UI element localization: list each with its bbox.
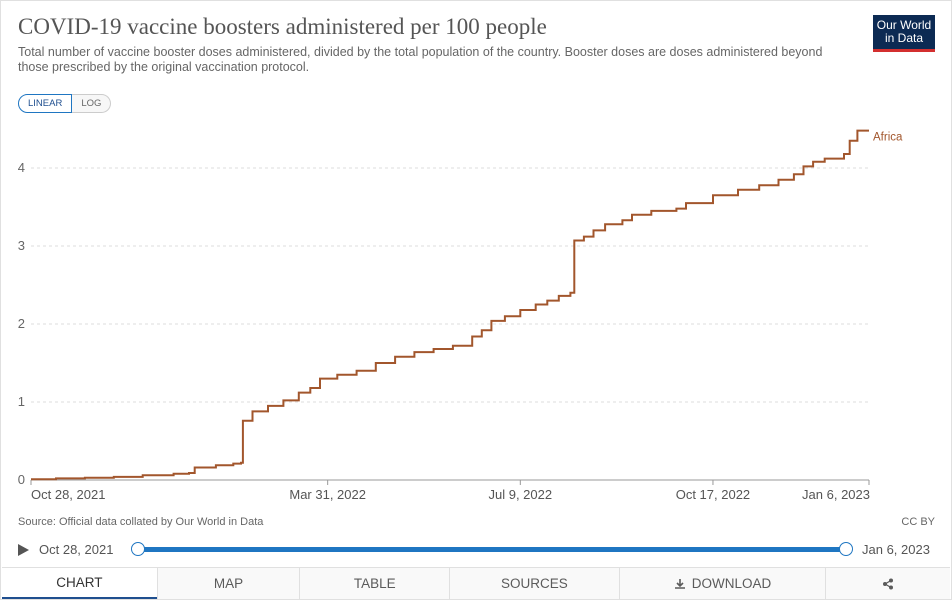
x-tick-label: Oct 28, 2021 [31,487,105,502]
timeline-track[interactable] [138,547,846,552]
tab-download[interactable]: DOWNLOAD [618,568,826,599]
logo-line2: in Data [884,31,924,45]
x-tick-label: Jan 6, 2023 [802,487,870,502]
y-axis-ticks: 0 1 2 3 4 [18,160,25,487]
grid-lines [31,167,869,403]
timeline-end-label: Jan 6, 2023 [862,542,930,557]
y-tick-label: 3 [18,238,25,253]
share-button[interactable] [825,568,950,599]
logo-line1: Our World [876,18,932,32]
tab-map-label: MAP [213,576,244,591]
series-line-africa [31,129,869,481]
play-icon[interactable] [18,544,29,556]
x-tick-label: Mar 31, 2022 [289,487,366,502]
y-tick-label: 2 [18,316,25,331]
line-chart: 0 1 2 3 4 Oct 28, 2021 Mar 31, 2022 Jul 9, 202… [18,129,903,502]
share-icon [883,578,894,589]
tab-sources[interactable]: SOURCES [449,568,619,599]
owid-logo[interactable]: Our World in Data [873,15,935,52]
tab-chart[interactable]: CHART [2,568,157,599]
tab-sources-label: SOURCES [501,576,568,591]
tab-map[interactable]: MAP [156,568,300,599]
chart-subtitle: Total number of vaccine booster doses ad… [18,45,823,74]
x-axis: Oct 28, 2021 Mar 31, 2022 Jul 9, 2022 Oct 1… [30,479,870,502]
timeline: Oct 28, 2021 Jan 6, 2023 [18,540,938,560]
license-label[interactable]: CC BY [901,516,935,528]
tab-table-label: TABLE [353,576,396,591]
timeline-end-handle[interactable] [839,542,853,556]
x-tick-label: Jul 9, 2022 [489,487,553,502]
x-tick-label: Oct 17, 2022 [676,487,750,502]
series-group: Africa [31,129,903,481]
y-tick-label: 0 [18,472,25,487]
source-note[interactable]: Source: Official data collated by Our Wo… [18,516,264,528]
timeline-start-handle[interactable] [131,542,145,556]
log-scale-button[interactable]: LOG [72,94,112,113]
linear-scale-button[interactable]: LINEAR [18,94,73,113]
tab-table[interactable]: TABLE [299,568,450,599]
chart-title: COVID-19 vaccine boosters administered p… [18,14,547,39]
scale-toggle: LINEAR LOG [18,94,112,113]
y-tick-label: 4 [18,160,25,175]
download-icon [674,578,685,589]
tab-download-label: DOWNLOAD [691,576,772,591]
tab-chart-label: CHART [56,575,103,590]
tab-bar: CHART MAP TABLE SOURCES DOWNLOAD [2,567,950,599]
timeline-start-label: Oct 28, 2021 [39,542,114,557]
y-tick-label: 1 [18,394,25,409]
series-label-africa: Africa [873,132,903,144]
